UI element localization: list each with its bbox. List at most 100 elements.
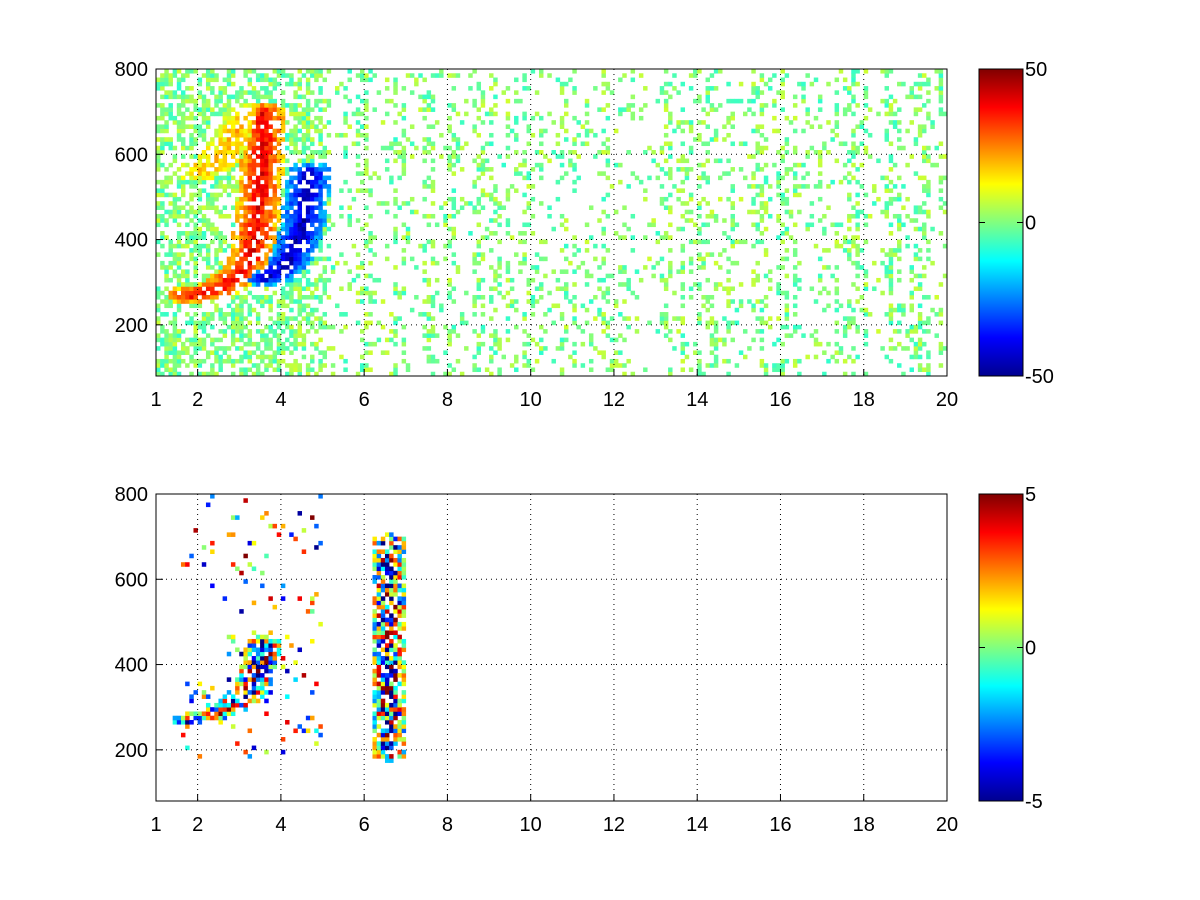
heatmap-cell — [855, 167, 860, 172]
heatmap-cell — [922, 188, 927, 193]
heatmap-cell — [164, 329, 169, 334]
heatmap-cell — [709, 213, 715, 219]
heatmap-cell — [172, 324, 178, 330]
heatmap-cell — [489, 73, 494, 78]
heatmap-cell — [917, 248, 923, 253]
heatmap-cell — [809, 124, 815, 129]
heatmap-cell — [247, 367, 253, 373]
heatmap-cell — [480, 252, 486, 257]
heatmap-cell — [239, 702, 244, 708]
heatmap-cell — [459, 145, 465, 151]
heatmap-cell — [297, 248, 303, 253]
heatmap-cell — [293, 94, 298, 100]
heatmap-cell — [251, 371, 257, 376]
heatmap-cell — [251, 231, 257, 236]
heatmap-cell — [330, 363, 336, 368]
heatmap-cell — [156, 162, 161, 168]
heatmap-cell — [539, 69, 544, 74]
heatmap-cell — [459, 371, 465, 376]
heatmap-cell — [797, 371, 802, 376]
heatmap-cell — [376, 592, 382, 597]
heatmap-cell — [222, 141, 228, 147]
heatmap-cell — [688, 256, 694, 262]
heatmap-cell — [389, 754, 394, 759]
heatmap-cell — [164, 367, 169, 373]
heatmap-cell — [747, 107, 752, 112]
heatmap-cell — [297, 226, 303, 232]
heatmap-cell — [164, 111, 169, 117]
heatmap-cell — [368, 273, 373, 279]
heatmap-cell — [268, 77, 273, 83]
heatmap-cell — [189, 719, 194, 725]
heatmap-cell — [751, 282, 756, 287]
heatmap-cell — [572, 235, 577, 240]
heatmap-cell — [372, 698, 377, 704]
heatmap-cell — [230, 294, 236, 300]
heatmap-cell — [384, 651, 390, 657]
heatmap-cell — [339, 205, 344, 210]
heatmap-cell — [255, 277, 261, 283]
heatmap-cell — [176, 94, 182, 100]
heatmap-cell — [776, 150, 781, 155]
heatmap-cell — [380, 690, 386, 695]
heatmap-cell — [605, 290, 611, 296]
heatmap-cell — [289, 367, 294, 373]
heatmap-cell — [322, 167, 327, 172]
heatmap-cell — [272, 209, 278, 215]
heatmap-cell — [260, 120, 265, 125]
heatmap-cell — [659, 167, 665, 172]
heatmap-cell — [218, 248, 223, 253]
heatmap-cell — [942, 243, 947, 249]
heatmap-cell — [593, 86, 598, 91]
heatmap-cell — [751, 222, 756, 228]
heatmap-cell — [480, 120, 486, 125]
heatmap-cell — [455, 209, 461, 215]
heatmap-cell — [780, 77, 785, 83]
heatmap-cell — [264, 256, 269, 262]
heatmap-cell — [942, 154, 947, 159]
heatmap-cell — [572, 350, 577, 355]
heatmap-cell — [905, 128, 910, 134]
heatmap-cell — [688, 260, 694, 266]
heatmap-cell — [447, 226, 452, 232]
heatmap-cell — [722, 341, 727, 347]
heatmap-cell — [289, 256, 294, 262]
heatmap-cell — [247, 664, 253, 670]
heatmap-cell — [526, 333, 531, 338]
heatmap-cell — [255, 98, 261, 104]
heatmap-cell — [293, 358, 298, 364]
heatmap-cell — [647, 320, 652, 326]
heatmap-cell — [759, 201, 765, 206]
heatmap-cell — [235, 196, 240, 202]
heatmap-cell — [310, 320, 315, 326]
x-tick-label: 18 — [853, 389, 875, 411]
heatmap-cell — [792, 103, 798, 108]
heatmap-cell — [380, 702, 386, 708]
heatmap-cell — [172, 243, 178, 249]
heatmap-cell — [626, 324, 631, 330]
heatmap-cell — [197, 132, 203, 138]
heatmap-cell — [892, 329, 898, 334]
heatmap-cell — [293, 265, 298, 270]
heatmap-cell — [289, 299, 294, 304]
heatmap-cell — [389, 656, 394, 661]
heatmap-cell — [235, 698, 240, 704]
heatmap-cell — [260, 141, 265, 147]
heatmap-cell — [730, 141, 735, 147]
heatmap-cell — [834, 341, 840, 347]
heatmap-cell — [189, 239, 194, 245]
heatmap-cell — [247, 643, 253, 648]
heatmap-cell — [218, 290, 223, 296]
heatmap-cell — [314, 124, 319, 129]
heatmap-cell — [718, 158, 723, 164]
heatmap-cell — [688, 167, 694, 172]
heatmap-cell — [305, 728, 311, 734]
heatmap-cell — [230, 184, 236, 189]
heatmap-cell — [389, 707, 394, 712]
heatmap-cell — [401, 128, 407, 134]
heatmap-cell — [205, 252, 211, 257]
heatmap-cell — [722, 337, 727, 343]
heatmap-cell — [218, 265, 223, 270]
heatmap-cell — [297, 724, 303, 729]
heatmap-cell — [905, 94, 910, 100]
